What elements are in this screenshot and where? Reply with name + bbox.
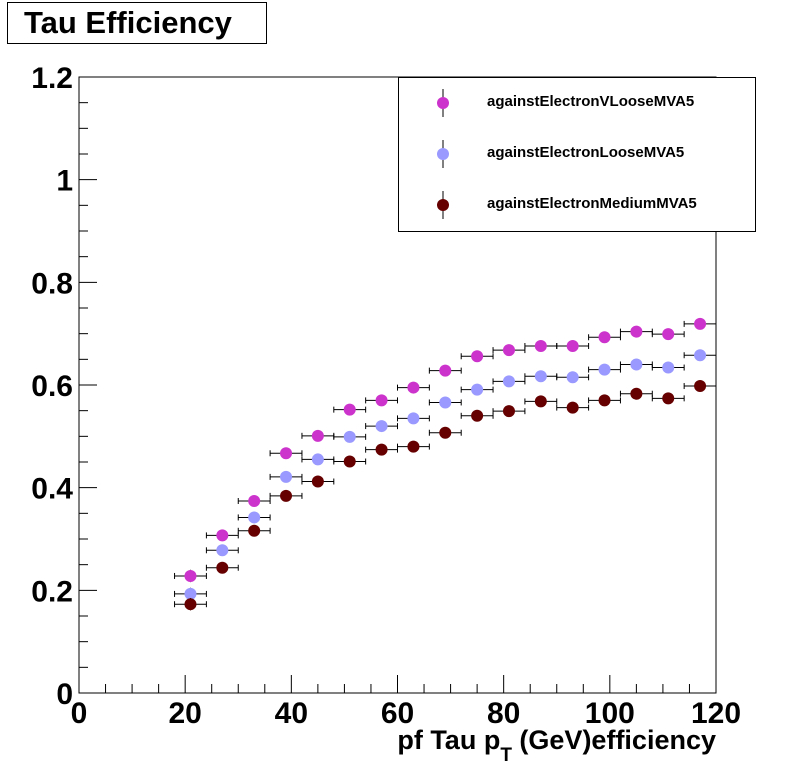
legend-entry: againstElectronMediumMVA5: [399, 78, 755, 231]
data-point: [216, 529, 229, 542]
data-point: [598, 331, 611, 344]
legend-label: againstElectronMediumMVA5: [487, 195, 697, 212]
data-point: [311, 429, 324, 442]
x-tick-label: 40: [275, 697, 308, 730]
data-point: [248, 524, 261, 537]
data-point: [534, 370, 547, 383]
data-point: [502, 405, 515, 418]
data-point: [534, 339, 547, 352]
series-againstElectronLooseMVA5: [174, 349, 717, 601]
data-point: [280, 489, 293, 502]
x-tick-label: 20: [168, 697, 201, 730]
data-point: [184, 569, 197, 582]
axis-ticks: [78, 76, 717, 694]
y-tick-label: 1.2: [31, 62, 73, 95]
legend-label: againstElectronVLooseMVA5: [487, 93, 695, 110]
data-point: [343, 455, 356, 468]
x-tick-label: 0: [71, 697, 88, 730]
data-point: [248, 495, 261, 508]
y-tick-label: 0.2: [31, 575, 73, 608]
y-tick-label: 1: [56, 165, 73, 198]
data-points: [174, 317, 717, 611]
y-tick-label: 0: [56, 678, 73, 711]
data-point: [630, 358, 643, 371]
data-point: [407, 440, 420, 453]
legend-marker-dot: [437, 148, 449, 160]
data-point: [598, 363, 611, 376]
data-point: [216, 544, 229, 557]
series-againstElectronVLooseMVA5: [174, 317, 717, 583]
data-point: [471, 383, 484, 396]
data-point: [311, 475, 324, 488]
x-axis-title-tail: (GeV)efficiency: [512, 725, 716, 755]
x-axis-title-subscript: T: [500, 745, 512, 766]
x-tick-label: 80: [487, 697, 520, 730]
data-point: [662, 361, 675, 374]
legend-marker: [437, 89, 449, 117]
x-axis-title-main: pf Tau p: [397, 725, 500, 755]
data-point: [280, 447, 293, 460]
data-point: [694, 317, 707, 330]
legend-marker-dot: [437, 97, 449, 109]
y-tick-label: 0.4: [31, 473, 73, 506]
y-tick-label: 0.6: [31, 370, 73, 403]
data-point: [598, 394, 611, 407]
data-point: [375, 394, 388, 407]
data-point: [343, 403, 356, 416]
data-point: [216, 561, 229, 574]
y-tick-label: 0.8: [31, 267, 73, 300]
data-point: [662, 392, 675, 405]
data-point: [375, 420, 388, 433]
data-point: [630, 325, 643, 338]
data-point: [471, 409, 484, 422]
data-point: [439, 396, 452, 409]
legend: againstElectronVLooseMVA5 againstElectron…: [398, 77, 756, 232]
data-point: [280, 470, 293, 483]
data-point: [534, 395, 547, 408]
data-point: [343, 430, 356, 443]
data-point: [566, 401, 579, 414]
data-point: [375, 443, 388, 456]
data-point: [184, 587, 197, 600]
series-againstElectronMediumMVA5: [174, 380, 717, 611]
data-point: [184, 598, 197, 611]
data-point: [566, 371, 579, 384]
chart-title: Tau Efficiency: [24, 5, 232, 40]
data-point: [694, 380, 707, 393]
x-axis-title-group: pf Tau pT (GeV)efficiency: [397, 725, 716, 766]
data-point: [439, 426, 452, 439]
data-point: [566, 339, 579, 352]
x-tick-label: 120: [691, 697, 741, 730]
data-point: [311, 453, 324, 466]
legend-entry: againstElectronLooseMVA5: [399, 78, 755, 231]
data-point: [407, 381, 420, 394]
x-axis-title: pf Tau pT (GeV)efficiency: [397, 725, 716, 766]
legend-entry: againstElectronVLooseMVA5: [399, 78, 755, 231]
data-point: [248, 511, 261, 524]
x-tick-label: 100: [585, 697, 635, 730]
legend-label: againstElectronLooseMVA5: [487, 144, 685, 161]
data-point: [439, 364, 452, 377]
data-point: [471, 350, 484, 363]
data-point: [502, 344, 515, 357]
data-point: [662, 328, 675, 341]
axis-tick-labels: 0 0.2 0.4 0.6 0.8 1 1.2 0 20 40 60 80 100 120: [31, 62, 741, 730]
legend-marker: [437, 191, 449, 219]
x-tick-label: 60: [381, 697, 414, 730]
data-point: [407, 412, 420, 425]
data-point: [694, 349, 707, 362]
legend-marker-dot: [437, 199, 449, 211]
legend-marker: [437, 140, 449, 168]
data-point: [502, 375, 515, 388]
data-point: [630, 387, 643, 400]
title-box: Tau Efficiency: [7, 2, 267, 44]
